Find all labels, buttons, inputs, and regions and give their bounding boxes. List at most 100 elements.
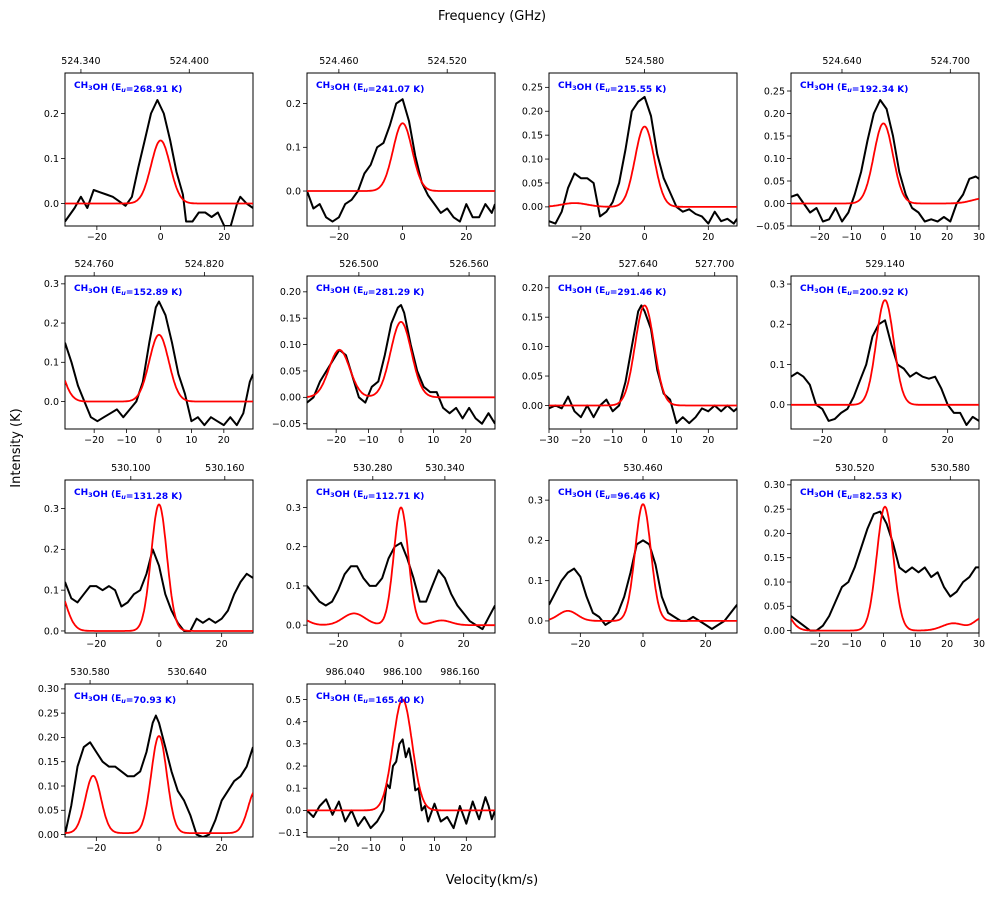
y-tick-label: 0.05	[764, 176, 785, 187]
y-tick-label: 0.05	[522, 178, 543, 189]
y-tick-label: 0.2	[286, 542, 301, 553]
frequency-tick-label: 524.820	[185, 259, 224, 270]
model-fit-line	[791, 505, 979, 632]
x-tick-label: −20	[326, 435, 346, 446]
y-tick-label: 0.3	[286, 503, 301, 514]
y-tick-label: 0.3	[44, 504, 59, 515]
frequency-tick-label: 527.700	[695, 259, 734, 270]
spectrum-panel-11: −20 0 20 0.0 0.1 0.2 0.3 530.460 CH3OH (Eu=96.46…	[528, 463, 738, 650]
transition-label: CH3OH (Eu=268.91 K)	[74, 81, 182, 95]
y-tick-label: 0.05	[280, 366, 301, 377]
transition-label: CH3OH (Eu=82.53 K)	[800, 488, 902, 502]
x-tick-label: 10	[909, 232, 921, 243]
model-fit-line	[549, 125, 737, 208]
x-tick-label: 0	[642, 232, 648, 243]
x-tick-label: 20	[460, 435, 472, 446]
y-tick-label: 0.1	[286, 784, 301, 795]
model-fit-line	[549, 304, 737, 407]
y-tick-label: 0.25	[764, 504, 785, 515]
spectrum-panel-2: −20 0 20 0.0 0.1 0.2 524.460 524.520 CH3OH (Eu=2…	[286, 56, 496, 243]
y-tick-label: 0.0	[286, 806, 301, 817]
model-fit-line	[549, 503, 737, 622]
model-fit-line	[65, 333, 253, 403]
y-tick-label: 0.15	[280, 314, 301, 325]
y-tick-label: 0.2	[44, 545, 59, 556]
model-fit-line	[65, 734, 253, 834]
panel-frame	[548, 479, 738, 634]
x-tick-label: −20	[570, 639, 590, 650]
x-tick-label: −20	[571, 435, 591, 446]
y-tick-label: 0.15	[764, 131, 785, 142]
y-tick-label: 0.3	[528, 495, 543, 506]
observed-spectrum-line	[791, 99, 979, 223]
x-tick-label: 20	[460, 843, 472, 854]
frequency-tick-label: 530.580	[70, 667, 109, 678]
x-tick-label: 0	[400, 232, 406, 243]
panel-frame	[306, 72, 496, 227]
x-tick-label: 30	[973, 639, 985, 650]
frequency-tick-label: 526.560	[449, 259, 488, 270]
frequency-tick-label: 530.340	[425, 463, 464, 474]
x-tick-label: −10	[842, 232, 862, 243]
x-tick-label: −20	[812, 435, 832, 446]
x-tick-label: 30	[973, 232, 985, 243]
y-tick-label: 0.2	[44, 109, 59, 120]
y-tick-label: 0.15	[764, 553, 785, 564]
frequency-tick-label: 986.100	[383, 667, 422, 678]
frequency-tick-label: 986.040	[326, 667, 365, 678]
y-tick-label: 0.10	[764, 154, 785, 165]
x-tick-label: 0	[400, 843, 406, 854]
y-tick-label: 0.2	[286, 761, 301, 772]
y-tick-label: 0.1	[528, 576, 543, 587]
frequency-tick-label: 530.520	[835, 463, 874, 474]
y-tick-label: −0.1	[278, 828, 301, 839]
x-tick-label: 0	[398, 435, 404, 446]
transition-label: CH3OH (Eu=200.92 K)	[800, 284, 908, 298]
x-tick-label: −20	[329, 843, 349, 854]
model-fit-line	[307, 698, 495, 812]
spectrum-panel-13: −20 0 20 0.00 0.05 0.10 0.15 0.20 0.25 0.30 530.58…	[38, 667, 254, 854]
transition-label: CH3OH (Eu=215.55 K)	[558, 81, 666, 95]
model-fit-line	[307, 122, 495, 192]
observed-spectrum-line	[65, 99, 253, 226]
x-tick-label: 20	[941, 639, 953, 650]
panel-grid: −20 0 20 0.0 0.1 0.2 524.340 524.400 CH3OH (Eu=2…	[38, 56, 985, 854]
y-tick-label: 0.05	[764, 602, 785, 613]
y-tick-label: 0.05	[522, 371, 543, 382]
y-tick-label: 0.10	[764, 577, 785, 588]
y-tick-label: 0.20	[522, 107, 543, 118]
x-tick-label: −20	[84, 435, 104, 446]
y-tick-label: 0.30	[764, 480, 785, 491]
frequency-tick-label: 524.340	[61, 56, 100, 67]
transition-label: CH3OH (Eu=131.28 K)	[74, 488, 182, 502]
observed-spectrum-line	[549, 539, 737, 630]
y-tick-label: 0.1	[770, 360, 785, 371]
frequency-tick-label: 530.640	[168, 667, 207, 678]
observed-spectrum-line	[65, 548, 253, 632]
y-tick-label: 0.1	[44, 358, 59, 369]
spectrum-panel-14: −20 −10 0 10 20 −0.1 0.0 0.1 0.2 0.3 0.4 0.5 986.040…	[278, 667, 496, 854]
y-tick-label: 0.10	[280, 340, 301, 351]
y-tick-label: 0.4	[286, 717, 301, 728]
spectrum-panel-6: −20 −10 0 10 20 −0.05 0.00 0.05 0.10 0.15 0.20 526.…	[272, 259, 496, 446]
frequency-tick-label: 524.580	[625, 56, 664, 67]
x-tick-label: 0	[398, 639, 404, 650]
x-tick-label: 20	[216, 639, 228, 650]
frequency-tick-label: 530.160	[205, 463, 244, 474]
transition-label: CH3OH (Eu=112.71 K)	[316, 488, 424, 502]
transition-label: CH3OH (Eu=281.29 K)	[316, 284, 424, 298]
y-tick-label: 0.3	[286, 739, 301, 750]
spectrum-panel-9: −20 0 20 0.0 0.1 0.2 0.3 530.100 530.160 CH3OH (E…	[44, 463, 254, 650]
transition-label: CH3OH (Eu=96.46 K)	[558, 488, 660, 502]
transition-label: CH3OH (Eu=165.40 K)	[316, 692, 424, 706]
frequency-axis-title: Frequency (GHz)	[438, 9, 546, 24]
y-tick-label: 0.00	[522, 202, 543, 213]
y-tick-label: 0.20	[38, 733, 59, 744]
observed-spectrum-line	[549, 95, 737, 225]
spectrum-panel-8: −20 0 20 0.0 0.1 0.2 0.3 529.140 CH3OH (Eu=200.9…	[770, 259, 980, 446]
transition-label: CH3OH (Eu=291.46 K)	[558, 284, 666, 298]
x-tick-label: 0	[640, 639, 646, 650]
frequency-tick-label: 530.100	[111, 463, 150, 474]
y-tick-label: 0.20	[522, 283, 543, 294]
